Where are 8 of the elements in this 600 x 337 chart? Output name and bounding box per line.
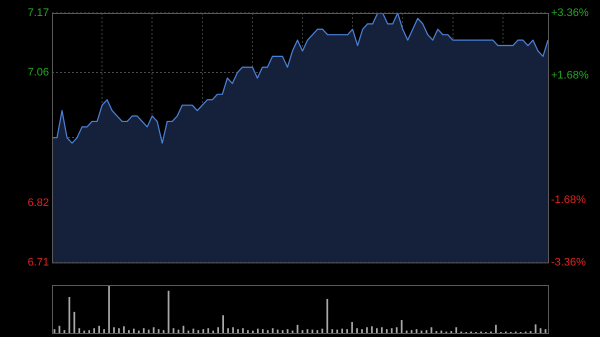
y2-tick-label: -3.36%: [551, 256, 586, 268]
y2-tick-label: +1.68%: [551, 69, 589, 82]
y2-tick-label: +3.36%: [551, 7, 589, 20]
y-tick-label: 7.17: [28, 7, 49, 20]
y-tick-label: 6.71: [28, 256, 49, 268]
y-tick-label: 7.06: [28, 66, 49, 79]
y-tick-label: 6.82: [28, 196, 49, 209]
y2-tick-label: -1.68%: [551, 194, 586, 206]
